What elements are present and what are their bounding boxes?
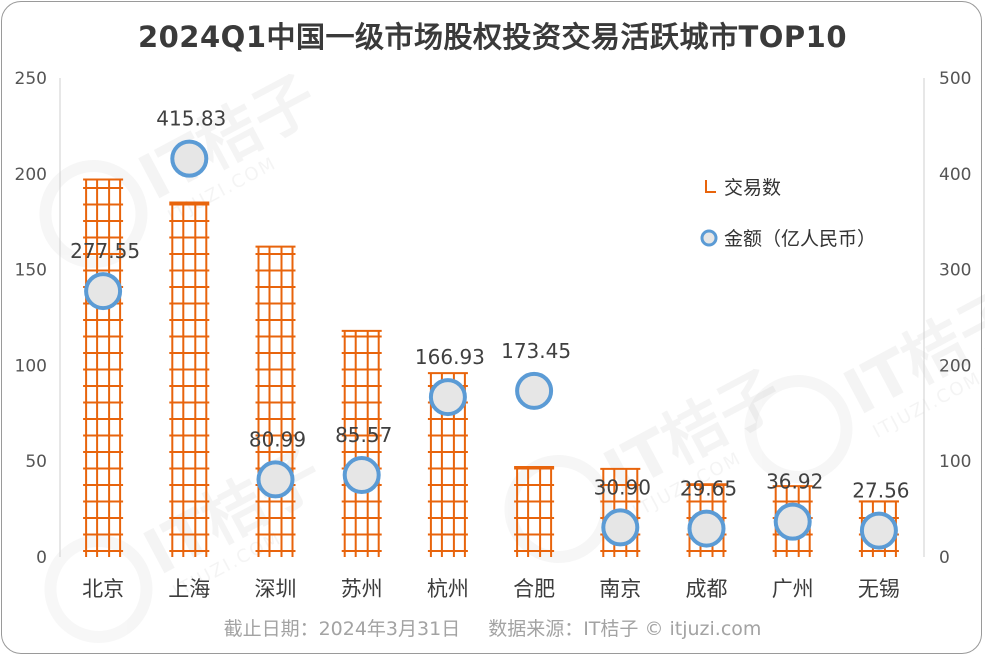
legend-label-bars: 交易数 (724, 177, 781, 199)
footer-source: 数据来源：IT桔子 © itjuzi.com (488, 618, 762, 640)
amount-bubble-上海 (170, 139, 209, 178)
amount-bubble-深圳 (256, 460, 295, 499)
amount-data-label: 27.56 (852, 479, 909, 503)
bar-北京 (83, 178, 124, 557)
x-tick-label: 北京 (82, 577, 124, 601)
amount-data-label: 30.90 (594, 475, 651, 499)
x-tick-label: 成都 (686, 577, 728, 601)
x-tick-label: 合肥 (513, 577, 555, 601)
amount-data-label: 173.45 (501, 339, 571, 363)
chart-title: 2024Q1中国一级市场股权投资交易活跃城市TOP10 (137, 20, 848, 54)
y-left-tick-label: 100 (15, 356, 47, 376)
watermark-ring (744, 375, 853, 484)
y-right-tick-label: 100 (939, 452, 971, 472)
amount-bubble-杭州 (428, 378, 467, 417)
legend-label-bubbles: 金额（亿人民币） (724, 228, 876, 250)
amount-bubble-广州 (773, 502, 812, 541)
amount-data-label: 166.93 (415, 345, 485, 369)
y-right-tick-label: 0 (939, 548, 950, 568)
footer-date: 截止日期：2024年3月31日 (223, 618, 461, 640)
watermark-ring (39, 160, 148, 269)
x-tick-label: 上海 (168, 577, 210, 601)
y-left-tick-label: 0 (36, 548, 47, 568)
amount-data-label: 85.57 (335, 423, 392, 447)
amount-bubble-合肥 (515, 371, 554, 410)
amount-bubble-苏州 (342, 456, 381, 495)
axes-layer: 0 50 100 150 200 250 0 100 200 300 400 500 北京 上海 深圳 苏州 杭… (15, 69, 972, 601)
y-left-tick-label: 250 (15, 69, 47, 89)
amount-data-label: 80.99 (249, 427, 306, 451)
legend-bubble-swatch (700, 229, 718, 247)
amount-bubble-北京 (84, 272, 123, 311)
bar-上海 (169, 201, 210, 557)
y-left-tick-label: 200 (15, 165, 47, 185)
y-left-tick-label: 150 (15, 261, 47, 281)
amount-bubble-成都 (687, 509, 726, 548)
chart-footer: 截止日期：2024年3月31日 数据来源：IT桔子 © itjuzi.com (0, 614, 985, 641)
bar-苏州 (341, 329, 382, 557)
bubbles-layer: 277.55 415.83 80.99 85.57 166.93 173.45 30.90 2… (70, 107, 910, 550)
y-right-tick-label: 200 (939, 356, 971, 376)
watermark-ring (44, 535, 153, 644)
amount-bubble-南京 (601, 508, 640, 547)
x-tick-label: 苏州 (341, 577, 383, 601)
amount-data-label: 415.83 (156, 107, 226, 131)
x-tick-label: 无锡 (858, 577, 900, 601)
x-tick-label: 深圳 (255, 577, 297, 601)
amount-data-label: 29.65 (680, 477, 737, 501)
y-right-tick-label: 300 (939, 261, 971, 281)
y-right-tick-label: 400 (939, 165, 971, 185)
x-tick-label: 南京 (599, 577, 641, 601)
amount-data-label: 36.92 (766, 470, 823, 494)
y-right-tick-label: 500 (939, 69, 971, 89)
amount-data-label: 277.55 (70, 239, 140, 263)
bar-深圳 (255, 245, 296, 557)
amount-bubble-无锡 (859, 511, 898, 550)
y-left-tick-label: 50 (25, 452, 47, 472)
bar-合肥 (514, 465, 555, 557)
legend-bar-swatch (705, 180, 716, 193)
x-tick-label: 杭州 (427, 577, 469, 601)
x-tick-label: 广州 (772, 577, 814, 601)
